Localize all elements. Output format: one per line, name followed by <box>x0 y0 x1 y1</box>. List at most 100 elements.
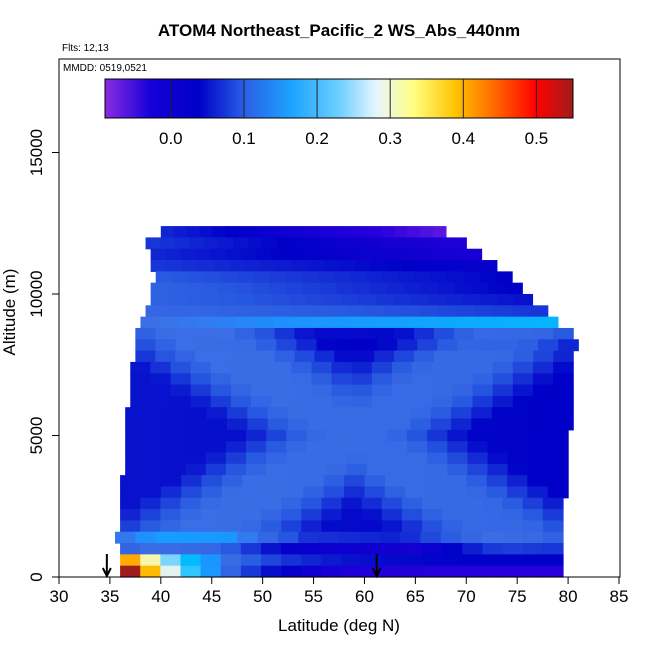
heatmap-cell <box>301 565 323 578</box>
heatmap-cell <box>197 260 215 272</box>
heatmap-cell <box>225 248 242 261</box>
heatmap-cell <box>303 486 325 499</box>
heatmap-cell <box>422 554 443 567</box>
heatmap-cell <box>334 327 355 340</box>
heatmap-cell <box>370 260 388 272</box>
heatmap-cell <box>150 395 172 408</box>
heatmap-cell <box>120 475 142 488</box>
heatmap-cell <box>421 248 438 261</box>
heatmap-cell <box>502 497 524 510</box>
heatmap-cell <box>353 282 371 295</box>
heatmap-cell <box>160 509 182 521</box>
heatmap-cell <box>230 361 252 374</box>
heatmap-cell <box>471 418 493 431</box>
heatmap-cell <box>472 395 494 408</box>
y-axis: 0 5000 10000 15000 <box>27 129 59 582</box>
heatmap-cell <box>422 520 443 533</box>
x-tick-label: 75 <box>508 587 527 606</box>
heatmap-cell <box>200 554 222 567</box>
heatmap-cell <box>427 452 448 465</box>
heatmap-cell <box>331 248 347 261</box>
heatmap-cell <box>404 282 422 295</box>
heatmap-cell <box>160 565 182 578</box>
heatmap-cell <box>454 282 473 295</box>
heatmap-cell <box>413 350 435 363</box>
heatmap-cell <box>436 248 453 261</box>
heatmap-cell <box>233 237 249 250</box>
heatmap-cell <box>447 271 465 284</box>
heatmap-cell <box>125 452 146 465</box>
heatmap-cell <box>553 361 574 374</box>
heatmap-cell <box>171 271 189 284</box>
heatmap-cell <box>227 407 248 420</box>
heatmap-cell <box>361 248 377 261</box>
heatmap-cell <box>125 463 146 476</box>
heatmap-cell <box>467 463 489 476</box>
heatmap-cell <box>311 395 333 408</box>
heatmap-cell <box>467 429 489 442</box>
heatmap-cell <box>120 554 141 567</box>
heatmap-cell <box>432 226 447 238</box>
heatmap-cell <box>247 407 269 420</box>
heatmap-cell <box>180 520 202 533</box>
heatmap-cell <box>401 520 423 533</box>
heatmap-cell <box>316 226 330 238</box>
heatmap-cell <box>412 395 433 408</box>
heatmap-cell <box>214 327 236 340</box>
heatmap-cell <box>200 305 220 318</box>
heatmap-cell <box>346 463 368 476</box>
heatmap-cell <box>160 543 182 555</box>
heatmap-cell <box>552 407 574 420</box>
heatmap-cell <box>507 452 529 465</box>
x-tick-label: 45 <box>202 587 221 606</box>
heatmap-cell <box>227 418 248 431</box>
heatmap-cell <box>361 543 383 555</box>
heatmap-cell <box>341 497 363 510</box>
heatmap-cell <box>261 520 282 533</box>
heatmap-cell <box>379 531 401 544</box>
heatmap-cell <box>355 260 372 272</box>
heatmap-cell <box>271 384 292 397</box>
heatmap-cell <box>271 361 292 374</box>
heatmap-cell <box>391 248 407 261</box>
heatmap-cell <box>165 407 187 420</box>
heatmap-cell <box>220 294 239 306</box>
heatmap-cell <box>402 260 419 272</box>
heatmap-cell <box>374 327 395 340</box>
heatmap-cell <box>477 339 499 352</box>
heatmap-cell <box>190 373 212 386</box>
heatmap-cell <box>374 350 395 363</box>
heatmap-cell <box>553 327 574 340</box>
heatmap-cell <box>452 361 474 374</box>
heatmap-cell <box>522 531 544 544</box>
heatmap-cell <box>527 463 549 476</box>
heatmap-cell <box>200 565 222 578</box>
heatmap-cell <box>281 509 302 521</box>
heatmap-cell <box>457 339 479 352</box>
heatmap-cell <box>307 260 325 272</box>
heatmap-cell <box>512 395 534 408</box>
heatmap-cell <box>206 407 228 420</box>
heatmap-cell <box>397 339 418 352</box>
heatmap-cell <box>201 475 223 488</box>
heatmap-cell <box>342 226 356 238</box>
heatmap-cell <box>266 429 287 442</box>
heatmap-cell <box>381 565 403 578</box>
heatmap-cell <box>251 373 272 386</box>
heatmap-cell <box>182 260 199 272</box>
heatmap-cell <box>140 565 161 578</box>
heatmap-cell <box>368 226 382 238</box>
heatmap-cell <box>350 271 367 284</box>
heatmap-cell <box>283 486 304 499</box>
heatmap-cell <box>466 486 488 499</box>
heatmap-cell <box>251 384 272 397</box>
heatmap-cell <box>314 327 335 340</box>
heatmap-cell <box>479 271 497 284</box>
heatmap-cell <box>453 350 475 363</box>
heatmap-cell <box>236 271 254 284</box>
heatmap-cell <box>407 237 424 250</box>
heatmap-cell <box>245 260 262 272</box>
heatmap-cell <box>195 327 216 340</box>
heatmap-cell <box>235 316 255 329</box>
heatmap-cell <box>389 418 411 431</box>
